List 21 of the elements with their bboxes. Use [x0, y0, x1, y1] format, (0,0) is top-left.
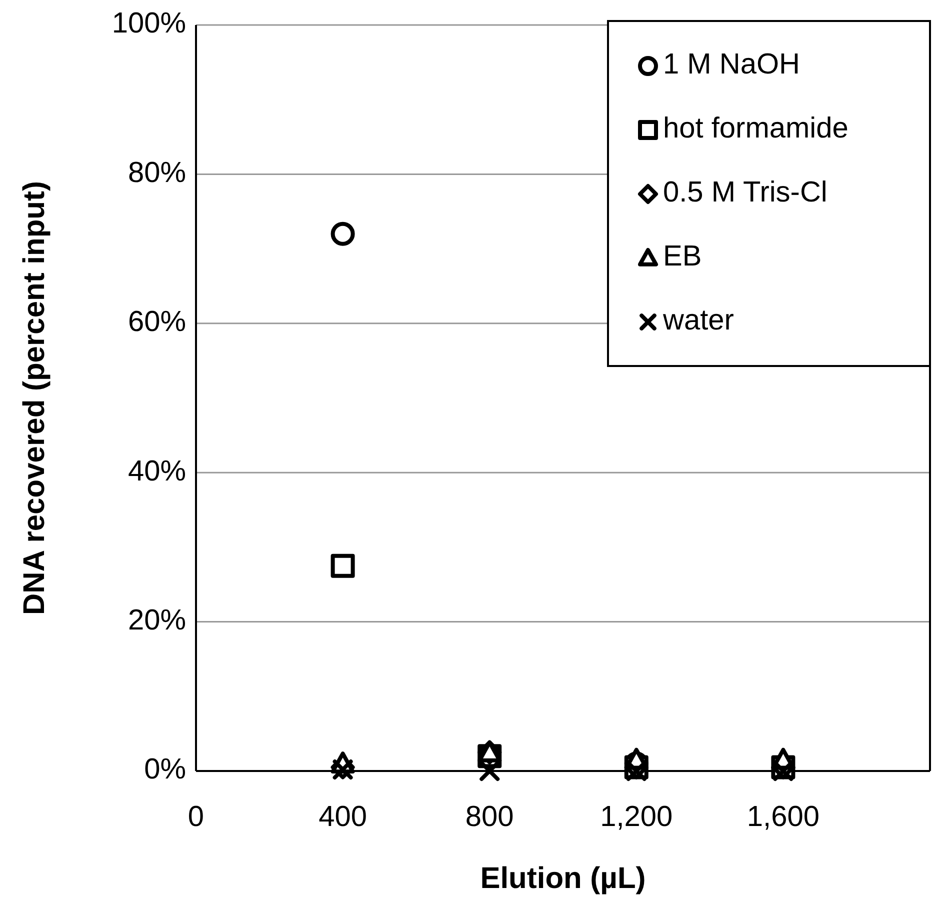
- x-tick-label: 1,600: [746, 801, 820, 833]
- y-tick-label: 100%: [112, 8, 186, 40]
- y-axis-title: DNA recovered (percent input): [18, 181, 51, 615]
- x-tick-label: 1,200: [600, 801, 673, 833]
- y-tick-label: 0%: [144, 754, 186, 786]
- point: [330, 554, 355, 578]
- y-tick-label: 80%: [128, 156, 186, 189]
- legend-label: hot formamide: [663, 112, 848, 145]
- legend-label: water: [662, 304, 734, 337]
- legend-label: EB: [663, 240, 702, 273]
- y-tick-label: 40%: [128, 455, 186, 488]
- legend-label: 1 M NaOH: [663, 48, 800, 81]
- point: [330, 222, 355, 246]
- x-tick-label: 0: [188, 801, 204, 833]
- legend-label: 0.5 M Tris-Cl: [663, 176, 828, 209]
- x-tick-label: 800: [465, 801, 514, 833]
- y-tick-label: 20%: [128, 604, 186, 636]
- x-tick-label: 400: [318, 801, 367, 833]
- x-axis-title: Elution (µL): [480, 862, 646, 895]
- y-tick-label: 60%: [128, 306, 186, 338]
- point: [480, 761, 500, 781]
